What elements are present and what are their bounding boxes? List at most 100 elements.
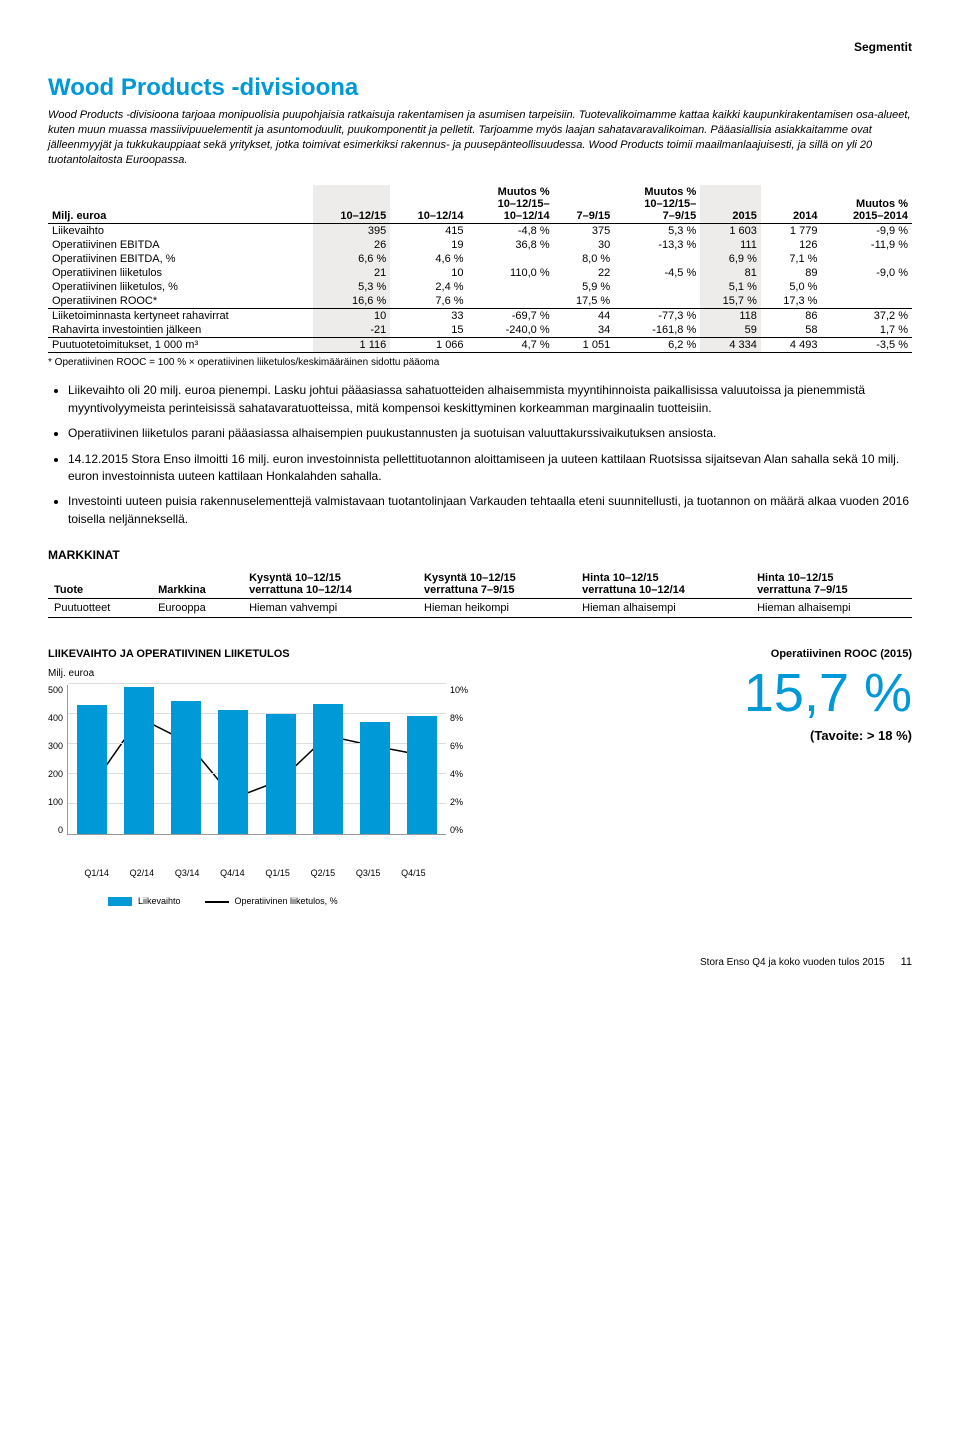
cell: 4 493 [761, 338, 822, 353]
table-row: Liikevaihto395415-4,8 %3755,3 %1 6031 77… [48, 224, 912, 239]
chart-title: LIIKEVAIHTO JA OPERATIIVINEN LIIKETULOS [48, 648, 508, 660]
bullet-item: Operatiivinen liiketulos parani pääasias… [68, 425, 912, 442]
cell: 5,3 % [614, 224, 700, 239]
chart-plot [67, 685, 446, 835]
cell: 59 [700, 323, 761, 338]
chart-bar [218, 710, 248, 835]
xtick: Q1/14 [84, 868, 109, 878]
table-row: Operatiivinen EBITDA261936,8 %30-13,3 %1… [48, 238, 912, 252]
cell: 6,9 % [700, 252, 761, 266]
cell: -4,5 % [614, 266, 700, 280]
intro-paragraph: Wood Products -divisioona tarjoaa monipu… [48, 108, 912, 167]
cell: -9,0 % [821, 266, 912, 280]
ytick-right: 6% [450, 741, 468, 751]
cell: 21 [313, 266, 390, 280]
mkt-v2: Hieman heikompi [418, 599, 576, 618]
cell [821, 280, 912, 294]
cell: 44 [554, 309, 615, 324]
cell: -13,3 % [614, 238, 700, 252]
xtick: Q2/15 [311, 868, 336, 878]
cell: 30 [554, 238, 615, 252]
legend-bar-swatch [108, 897, 132, 906]
cell: 34 [554, 323, 615, 338]
cell: 2,4 % [390, 280, 467, 294]
ytick-right: 2% [450, 797, 468, 807]
cell: 16,6 % [313, 294, 390, 309]
xtick: Q3/14 [175, 868, 200, 878]
cell: -11,9 % [821, 238, 912, 252]
cell: 8,0 % [554, 252, 615, 266]
cell: 5,0 % [761, 280, 822, 294]
table-row: Operatiivinen ROOC*16,6 %7,6 %17,5 %15,7… [48, 294, 912, 309]
cell: 111 [700, 238, 761, 252]
cell: 7,6 % [390, 294, 467, 309]
chart-unit: Milj. euroa [48, 668, 508, 679]
cell: 15,7 % [700, 294, 761, 309]
ytick-left: 300 [48, 741, 63, 751]
cell: 126 [761, 238, 822, 252]
legend-bar-label: Liikevaihto [138, 896, 181, 906]
cell: -4,8 % [468, 224, 554, 239]
y-axis-left: 5004003002001000 [48, 685, 67, 835]
cell [468, 294, 554, 309]
cell: 19 [390, 238, 467, 252]
ytick-right: 0% [450, 825, 468, 835]
row-label: Puutuotetoimitukset, 1 000 m³ [48, 338, 313, 353]
cell [614, 280, 700, 294]
row-label: Operatiivinen ROOC* [48, 294, 313, 309]
cell: 1 779 [761, 224, 822, 239]
cell: -161,8 % [614, 323, 700, 338]
row-label: Liiketoiminnasta kertyneet rahavirrat [48, 309, 313, 324]
table-row: Operatiivinen EBITDA, %6,6 %4,6 % 8,0 % 6,… [48, 252, 912, 266]
cell: 375 [554, 224, 615, 239]
cell: 89 [761, 266, 822, 280]
chart-bar [171, 701, 201, 835]
markets-heading: MARKKINAT [48, 548, 912, 562]
cell: -3,5 % [821, 338, 912, 353]
cell: 58 [761, 323, 822, 338]
table-row: Liiketoiminnasta kertyneet rahavirrat103… [48, 309, 912, 324]
mkt-v4: Hieman alhaisempi [751, 599, 912, 618]
row-label: Operatiivinen EBITDA, % [48, 252, 313, 266]
cell: 1 116 [313, 338, 390, 353]
th-c8: Muutos %2015–2014 [821, 185, 912, 224]
markets-table: Tuote Markkina Kysyntä 10–12/15verrattun… [48, 570, 912, 618]
cell: 86 [761, 309, 822, 324]
row-label: Operatiivinen liiketulos, % [48, 280, 313, 294]
table-row: Operatiivinen liiketulos2110110,0 %22-4,… [48, 266, 912, 280]
footer-text: Stora Enso Q4 ja koko vuoden tulos 2015 [700, 957, 885, 968]
ytick-left: 100 [48, 797, 63, 807]
ytick-left: 400 [48, 713, 63, 723]
cell: 81 [700, 266, 761, 280]
legend-line-swatch [205, 901, 229, 903]
cell: 6,6 % [313, 252, 390, 266]
th-c4: 7–9/15 [554, 185, 615, 224]
bullet-item: 14.12.2015 Stora Enso ilmoitti 16 milj. … [68, 451, 912, 486]
cell: 7,1 % [761, 252, 822, 266]
ytick-right: 10% [450, 685, 468, 695]
th-c7: 2014 [761, 185, 822, 224]
cell [614, 294, 700, 309]
cell: 110,0 % [468, 266, 554, 280]
page-title: Wood Products -divisioona [48, 74, 912, 102]
xtick: Q2/14 [130, 868, 155, 878]
table-footnote: * Operatiivinen ROOC = 100 % × operatiiv… [48, 357, 912, 368]
cell: -69,7 % [468, 309, 554, 324]
cell: 1 066 [390, 338, 467, 353]
cell: 17,3 % [761, 294, 822, 309]
th-c6: 2015 [700, 185, 761, 224]
xtick: Q1/15 [265, 868, 290, 878]
mkt-v1: Hieman vahvempi [243, 599, 418, 618]
table-row: Puutuotetoimitukset, 1 000 m³1 1161 066 4… [48, 338, 912, 353]
ytick-left: 0 [48, 825, 63, 835]
th-c2: 10–12/14 [390, 185, 467, 224]
financial-table: Milj. euroa 10–12/15 10–12/14 Muutos %10… [48, 185, 912, 353]
cell: 1,7 % [821, 323, 912, 338]
ytick-right: 8% [450, 713, 468, 723]
cell: 1 603 [700, 224, 761, 239]
mkt-th-h4: Hinta 10–12/15verrattuna 7–9/15 [751, 570, 912, 599]
cell: 4,6 % [390, 252, 467, 266]
chart-legend: Liikevaihto Operatiivinen liiketulos, % [108, 896, 508, 906]
footer-page-number: 11 [901, 956, 912, 968]
cell [821, 294, 912, 309]
